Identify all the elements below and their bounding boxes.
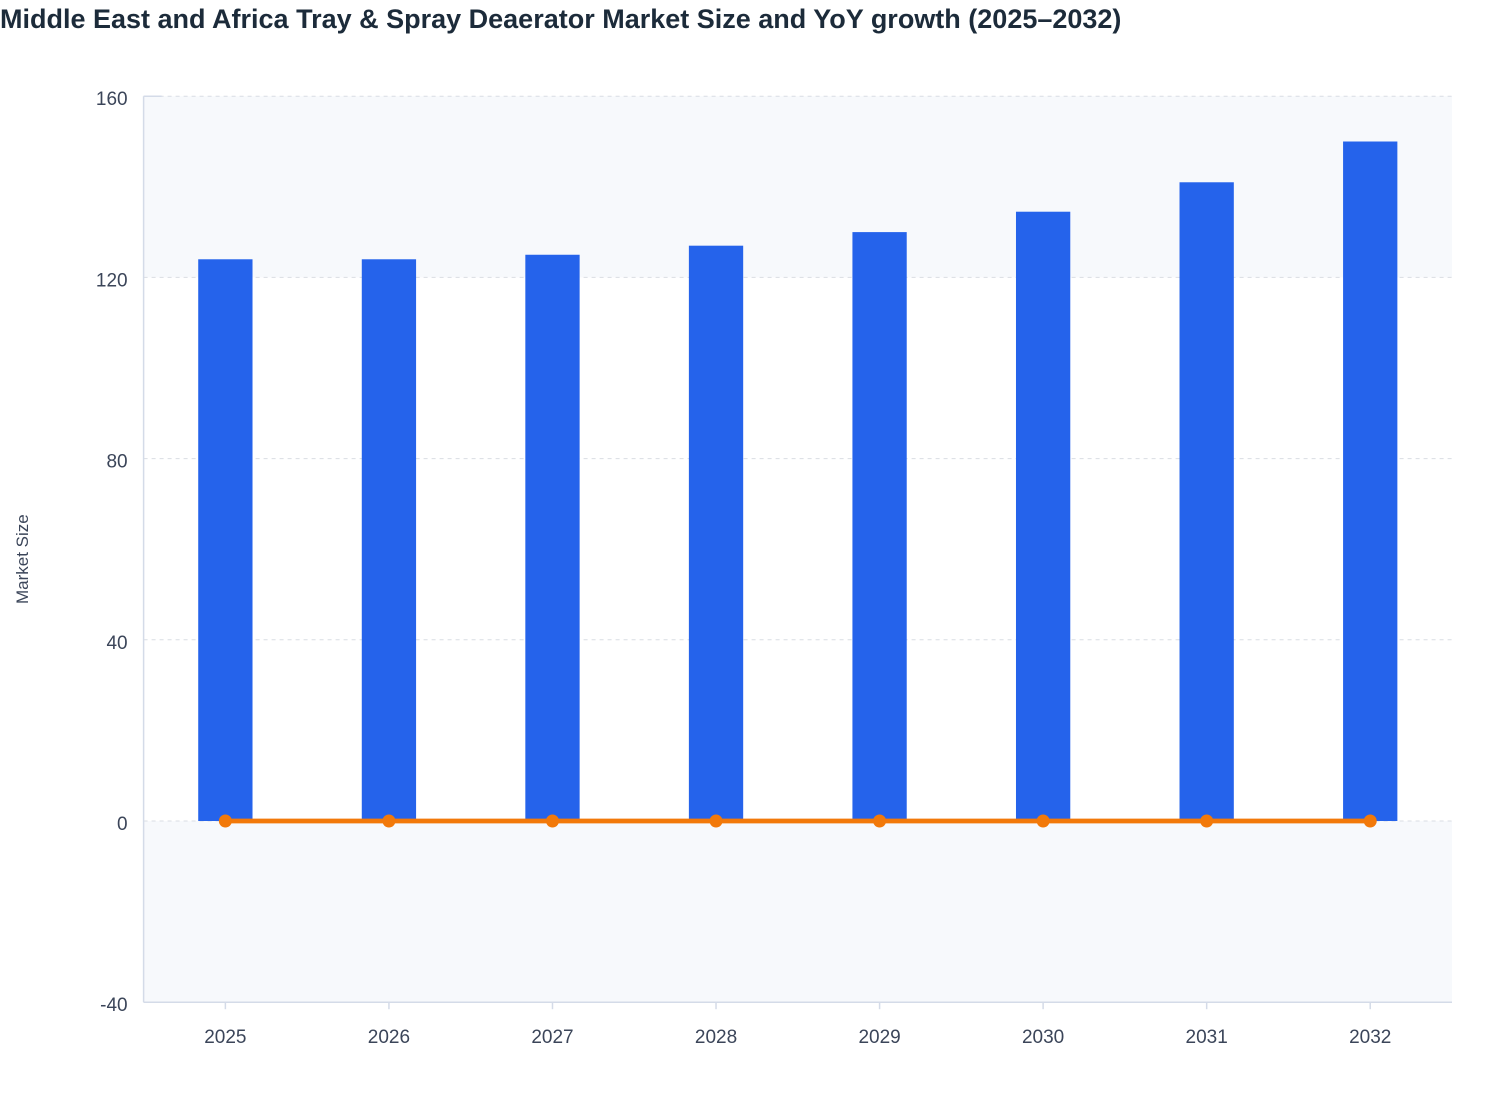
svg-text:2028: 2028 — [695, 1027, 737, 1048]
svg-text:2032: 2032 — [1349, 1027, 1391, 1048]
svg-text:40: 40 — [106, 633, 127, 654]
svg-text:2031: 2031 — [1186, 1027, 1228, 1048]
svg-text:0: 0 — [117, 814, 128, 835]
svg-text:160: 160 — [96, 89, 128, 110]
svg-text:2029: 2029 — [858, 1027, 900, 1048]
svg-text:2030: 2030 — [1022, 1027, 1064, 1048]
svg-text:2027: 2027 — [531, 1027, 573, 1048]
svg-text:-40: -40 — [100, 995, 127, 1016]
svg-text:2026: 2026 — [368, 1027, 410, 1048]
svg-text:120: 120 — [96, 270, 128, 291]
svg-text:80: 80 — [106, 452, 127, 473]
svg-text:2025: 2025 — [204, 1027, 246, 1048]
